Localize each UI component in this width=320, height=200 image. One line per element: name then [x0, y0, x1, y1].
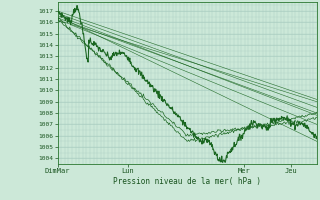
X-axis label: Pression niveau de la mer( hPa ): Pression niveau de la mer( hPa ): [113, 177, 261, 186]
